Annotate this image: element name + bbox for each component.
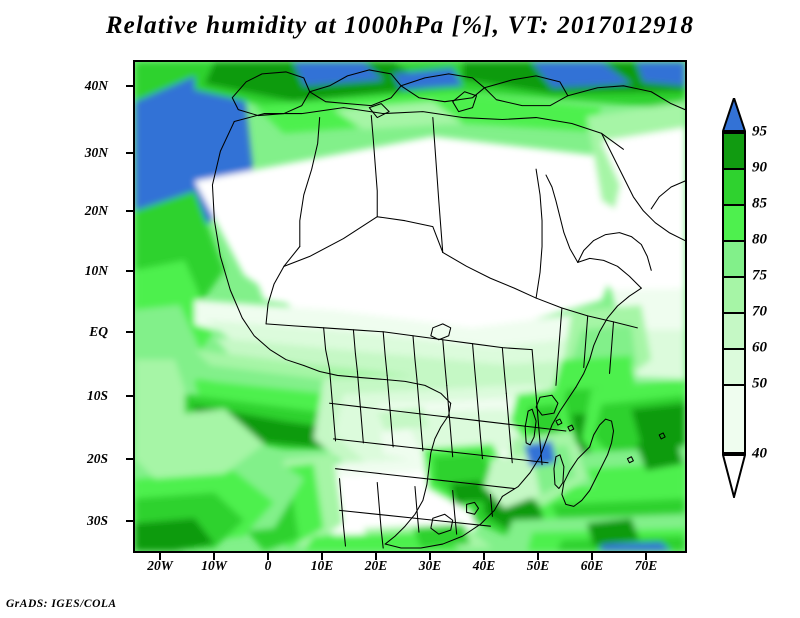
x-axis-label-20e: 20E — [364, 558, 388, 573]
colorbar-band-85-90 — [722, 168, 746, 204]
x-tick-mark — [429, 553, 431, 560]
x-tick-mark — [267, 553, 269, 560]
y-axis-label-30s: 30S — [86, 513, 108, 528]
colorbar-label-85: 85 — [752, 195, 767, 212]
humidity-heatmap — [135, 62, 685, 551]
y-tick-mark — [126, 520, 133, 522]
colorbar-label-70: 70 — [752, 303, 767, 320]
y-axis-label-eq: EQ — [89, 324, 108, 339]
colorbar-label-95: 95 — [752, 123, 767, 140]
x-tick-mark — [591, 553, 593, 560]
credit-text: GrADS: IGES/COLA — [6, 598, 117, 610]
y-axis-label-40n: 40N — [84, 78, 108, 93]
y-tick-mark — [126, 395, 133, 397]
page-title: Relative humidity at 1000hPa [%], VT: 20… — [105, 12, 695, 39]
x-axis-label-60e: 60E — [580, 558, 604, 573]
colorbar-label-90: 90 — [752, 159, 767, 176]
colorbar-band-40-50 — [722, 384, 746, 454]
y-axis-label-30n: 30N — [84, 145, 108, 160]
colorbar-label-80: 80 — [752, 231, 767, 248]
x-tick-mark — [645, 553, 647, 560]
colorbar-label-40: 40 — [752, 445, 767, 462]
y-axis-label-10n: 10N — [84, 263, 108, 278]
y-axis-label-10s: 10S — [86, 388, 108, 403]
x-axis-label-30e: 30E — [418, 558, 442, 573]
colorbar-top-arrow — [722, 98, 746, 132]
y-tick-mark — [126, 270, 133, 272]
y-tick-mark — [126, 210, 133, 212]
colorbar-label-60: 60 — [752, 339, 767, 356]
map-plot-area — [133, 60, 687, 553]
colorbar — [722, 132, 746, 454]
y-tick-mark — [126, 458, 133, 460]
y-tick-mark — [126, 331, 133, 333]
colorbar-label-50: 50 — [752, 375, 767, 392]
x-tick-mark — [213, 553, 215, 560]
y-axis-label-20n: 20N — [84, 203, 108, 218]
x-axis-label-10w: 10W — [201, 558, 227, 573]
colorbar-band-70-75 — [722, 276, 746, 312]
x-tick-mark — [159, 553, 161, 560]
x-axis-label-70e: 70E — [634, 558, 658, 573]
x-tick-mark — [321, 553, 323, 560]
colorbar-bottom-arrow — [722, 454, 746, 498]
x-axis-label-0: 0 — [264, 558, 272, 573]
x-tick-mark — [375, 553, 377, 560]
y-axis-label-20s: 20S — [86, 451, 108, 466]
colorbar-band-50-60 — [722, 348, 746, 384]
x-tick-mark — [537, 553, 539, 560]
x-axis-label-50e: 50E — [526, 558, 550, 573]
x-tick-mark — [483, 553, 485, 560]
x-axis-label-20w: 20W — [147, 558, 173, 573]
colorbar-band-60-70 — [722, 312, 746, 348]
x-axis-label-10e: 10E — [310, 558, 334, 573]
colorbar-band-80-85 — [722, 204, 746, 240]
colorbar-band-75-80 — [722, 240, 746, 276]
y-tick-mark — [126, 152, 133, 154]
colorbar-band-90-95 — [722, 132, 746, 168]
coastlines-and-borders — [211, 69, 685, 549]
x-axis-label-40e: 40E — [472, 558, 496, 573]
colorbar-label-75: 75 — [752, 267, 767, 284]
y-tick-mark — [126, 85, 133, 87]
